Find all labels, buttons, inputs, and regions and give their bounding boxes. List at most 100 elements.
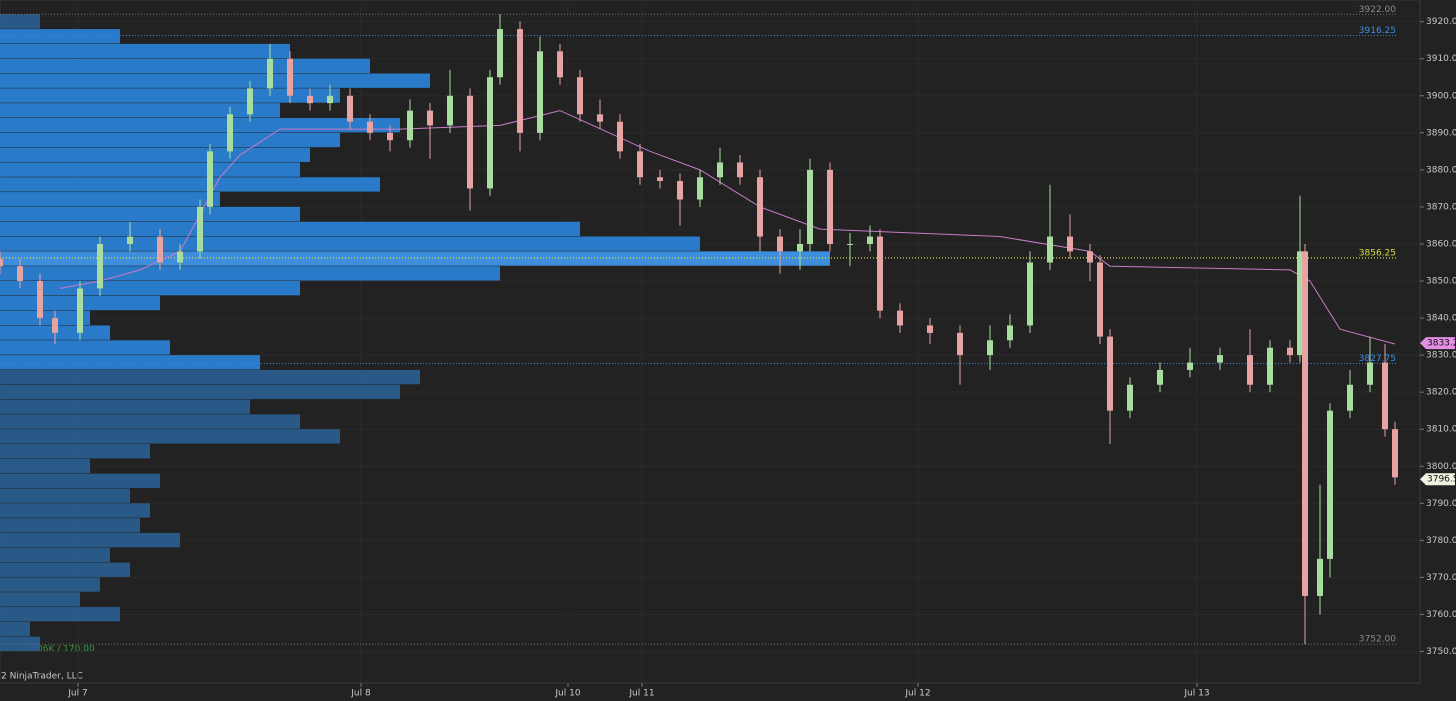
candle-body — [1382, 362, 1388, 430]
candle-body — [97, 243, 103, 289]
candle-body — [807, 169, 813, 244]
candle-body — [37, 281, 43, 319]
price-marker-label: 3833.24 — [1427, 339, 1456, 349]
candle-body — [197, 206, 203, 252]
level-label: 3856.25 — [1359, 248, 1396, 258]
y-tick-label: 3900.00 — [1426, 91, 1456, 101]
level-label: 3752.00 — [1359, 635, 1396, 645]
candle-body — [637, 151, 643, 178]
candle-body — [267, 58, 273, 89]
candle-body — [1127, 384, 1133, 411]
profile-bar — [0, 43, 290, 59]
candle-body — [1067, 236, 1073, 252]
candle-body — [387, 132, 393, 141]
candle-body — [677, 180, 683, 200]
candle-body — [447, 95, 453, 126]
profile-bar — [0, 88, 340, 103]
profile-bar — [0, 192, 220, 207]
profile-bar — [0, 458, 90, 474]
x-tick-label: Jul 8 — [350, 689, 371, 699]
candle-body — [1317, 558, 1323, 596]
candle-body — [617, 121, 623, 152]
profile-bar — [0, 399, 250, 414]
candle-body — [1047, 236, 1053, 263]
candle-body — [327, 95, 333, 104]
candle-body — [867, 236, 873, 244]
candle-body — [1367, 362, 1373, 385]
y-tick-label: 3760.00 — [1426, 610, 1456, 620]
candle-body — [657, 177, 663, 181]
y-tick-label: 3870.00 — [1426, 202, 1456, 212]
candle-body — [77, 288, 83, 333]
copyright: 2 NinjaTrader, LLC — [1, 672, 83, 682]
profile-bar — [0, 340, 170, 355]
price-marker-label: 3796.50 — [1427, 475, 1456, 485]
candle-body — [497, 29, 503, 78]
candle-body — [1327, 410, 1333, 559]
profile-bar — [0, 473, 160, 488]
profile-bar — [0, 58, 370, 74]
profile-bar — [0, 14, 40, 29]
profile-bar — [0, 147, 310, 162]
profile-bar — [0, 577, 100, 592]
candle-body — [897, 310, 903, 326]
candle-body — [1097, 262, 1103, 337]
candle-body — [757, 177, 763, 237]
candle-body — [127, 236, 133, 244]
candle-body — [17, 266, 23, 282]
candle-body — [1392, 429, 1398, 478]
x-tick-label: Jul 12 — [904, 689, 930, 699]
y-tick-label: 3790.00 — [1426, 499, 1456, 509]
candle-body — [177, 251, 183, 263]
profile-bar — [0, 206, 300, 222]
y-tick-label: 3770.00 — [1426, 573, 1456, 583]
candle-body — [597, 114, 603, 122]
profile-bar — [0, 266, 500, 281]
candle-body — [537, 51, 543, 133]
y-tick-label: 3750.00 — [1426, 647, 1456, 657]
profile-bar — [0, 236, 700, 251]
candle-body — [1302, 251, 1308, 596]
candle-body — [717, 162, 723, 178]
candle-body — [797, 243, 803, 252]
level-label: 3827.75 — [1359, 354, 1396, 364]
profile-bar — [0, 562, 130, 577]
profile-bar — [0, 488, 130, 503]
candle-body — [927, 325, 933, 333]
price-marker — [1420, 473, 1455, 486]
candle-body — [1007, 325, 1013, 341]
profile-bar — [0, 621, 30, 637]
candle-body — [287, 58, 293, 96]
y-tick-label: 3810.00 — [1426, 425, 1456, 435]
candle-body — [1217, 355, 1223, 363]
candle-body — [1347, 384, 1353, 411]
candle-body — [697, 177, 703, 200]
y-tick-label: 3800.00 — [1426, 462, 1456, 472]
candle-body — [247, 88, 253, 115]
y-tick-label: 3920.00 — [1426, 17, 1456, 27]
candle-body — [737, 162, 743, 178]
candle-body — [52, 318, 58, 333]
profile-bar — [0, 429, 340, 444]
candle-body — [957, 332, 963, 356]
candle-body — [467, 95, 473, 189]
level-label: 3916.25 — [1359, 26, 1396, 36]
candle-body — [877, 236, 883, 311]
profile-bar — [0, 592, 80, 607]
candle-body — [347, 95, 353, 122]
vwap-line — [59, 110, 1396, 345]
profile-bar — [0, 355, 260, 370]
profile-bar — [0, 29, 120, 44]
candle-body — [407, 110, 413, 141]
y-tick-label: 3880.00 — [1426, 165, 1456, 175]
candle-body — [307, 95, 313, 104]
y-tick-label: 3820.00 — [1426, 388, 1456, 398]
x-tick-label: Jul 7 — [67, 689, 87, 699]
profile-summary: Σ: 7906K / 170.00 — [14, 645, 95, 655]
profile-bar — [0, 177, 380, 192]
y-tick-label: 3860.00 — [1426, 239, 1456, 249]
x-tick-label: Jul 10 — [554, 689, 580, 699]
candle-body — [557, 51, 563, 78]
candle-body — [207, 151, 213, 207]
